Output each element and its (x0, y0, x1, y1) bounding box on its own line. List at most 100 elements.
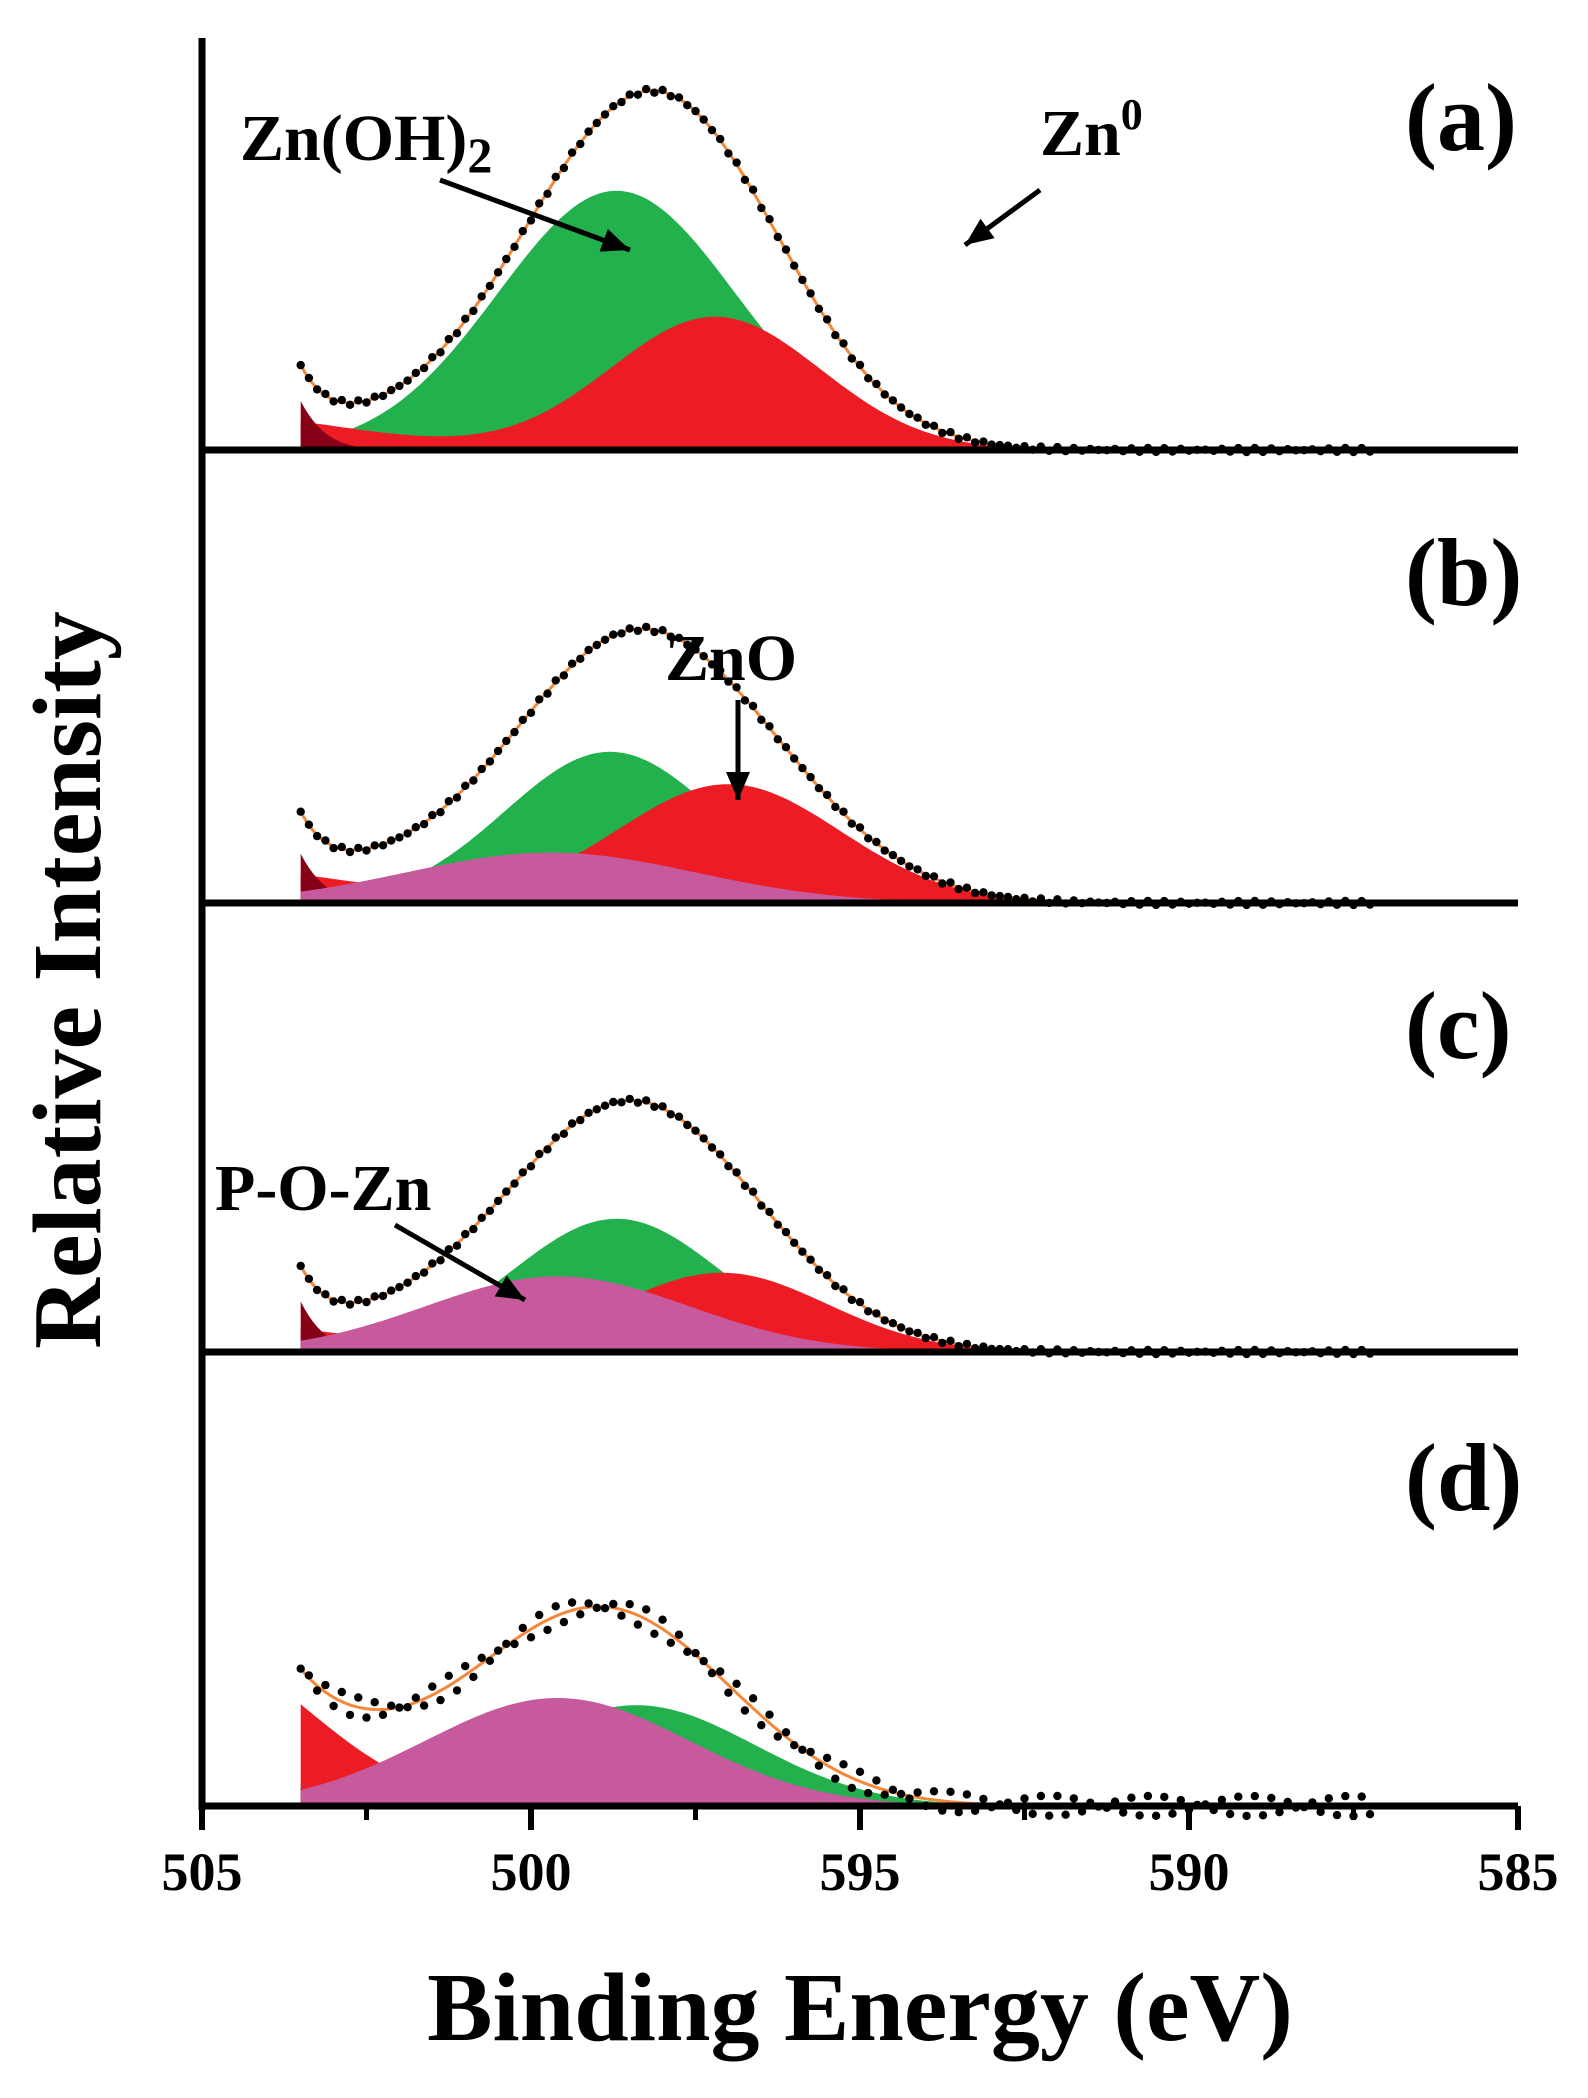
data-point (461, 1229, 470, 1239)
annotation-label: Zn0 (1040, 90, 1143, 170)
data-point (913, 1788, 922, 1797)
data-point (987, 891, 996, 900)
data-point (403, 829, 412, 838)
data-point (493, 268, 503, 277)
data-point (855, 1297, 865, 1307)
data-point (757, 715, 766, 724)
data-point (748, 1187, 758, 1196)
panel-2: (b) ZnO (296, 519, 1522, 910)
data-point (855, 1767, 865, 1777)
data-point (724, 149, 733, 158)
data-point (822, 1753, 832, 1763)
data-point (674, 1112, 684, 1121)
data-point (1242, 1811, 1251, 1821)
data-point (436, 1695, 445, 1705)
data-point (469, 1672, 478, 1682)
data-point (748, 701, 758, 711)
data-point (633, 90, 643, 99)
data-point (633, 1098, 643, 1107)
data-point (444, 797, 453, 806)
data-point (880, 846, 889, 855)
data-point (329, 1297, 338, 1306)
data-point (321, 389, 330, 399)
data-point (609, 1097, 618, 1107)
data-point (699, 1134, 708, 1143)
data-point (691, 106, 700, 116)
data-point (403, 376, 412, 385)
data-point (683, 1120, 692, 1130)
data-point (1258, 1811, 1268, 1820)
data-point (724, 1162, 733, 1171)
data-point (354, 1693, 363, 1702)
data-point (436, 1256, 445, 1265)
data-point (896, 1789, 906, 1799)
data-point (864, 1307, 873, 1316)
data-point (872, 1776, 881, 1785)
data-point (1250, 1791, 1260, 1801)
data-point (518, 1623, 527, 1633)
data-point (806, 772, 815, 782)
data-point (699, 1656, 708, 1666)
data-point (370, 1698, 379, 1707)
data-point (740, 696, 750, 705)
data-point (321, 1290, 330, 1299)
data-point (757, 1721, 766, 1730)
data-point (387, 836, 396, 845)
data-point (1003, 892, 1013, 902)
data-point (938, 1338, 947, 1348)
data-point (1275, 1808, 1284, 1817)
data-point (888, 1319, 898, 1328)
data-point (370, 1292, 379, 1301)
data-point (642, 84, 651, 94)
data-point (518, 715, 527, 725)
data-point (691, 1126, 700, 1135)
data-point (617, 629, 626, 638)
data-point (1143, 1791, 1153, 1801)
data-point (345, 1710, 355, 1720)
data-point (905, 862, 914, 871)
data-point (296, 1664, 305, 1673)
data-point (839, 1760, 848, 1769)
data-point (436, 348, 445, 357)
data-point (1053, 1791, 1062, 1801)
data-point (970, 438, 980, 447)
x-axis-title: Binding Energy (eV) (427, 1954, 1293, 2062)
data-point (1217, 1795, 1227, 1805)
data-point (650, 1629, 659, 1639)
data-point (354, 843, 363, 853)
data-point (567, 148, 577, 157)
data-point (518, 226, 527, 236)
data-point (732, 1679, 741, 1689)
data-point (666, 1110, 675, 1119)
panel-4: (d) (296, 1424, 1522, 1821)
data-point (765, 1710, 774, 1719)
data-point (740, 175, 750, 184)
annotation-superscript: 0 (1121, 90, 1143, 139)
data-point (493, 1196, 503, 1206)
data-point (559, 163, 569, 173)
data-point (716, 1667, 725, 1676)
data-point (469, 776, 478, 785)
data-point (831, 1774, 840, 1783)
data-point (674, 633, 684, 643)
x-tick-label: 500 (491, 1842, 572, 1902)
data-point (1020, 1794, 1029, 1803)
panel-label: (a) (1405, 64, 1517, 171)
data-point (946, 1336, 955, 1346)
data-point (526, 708, 536, 717)
data-point (913, 413, 922, 422)
data-point (847, 1295, 856, 1305)
data-point (502, 254, 511, 264)
data-point (757, 1201, 766, 1210)
data-point (362, 1297, 371, 1307)
data-point (806, 1747, 815, 1757)
data-point (905, 1794, 914, 1803)
data-point (493, 746, 503, 756)
data-point (452, 1241, 462, 1250)
data-point (452, 1686, 462, 1695)
data-point (650, 627, 659, 637)
data-point (814, 1265, 824, 1275)
data-point (650, 88, 659, 97)
data-point (839, 339, 848, 348)
data-point (535, 199, 544, 208)
